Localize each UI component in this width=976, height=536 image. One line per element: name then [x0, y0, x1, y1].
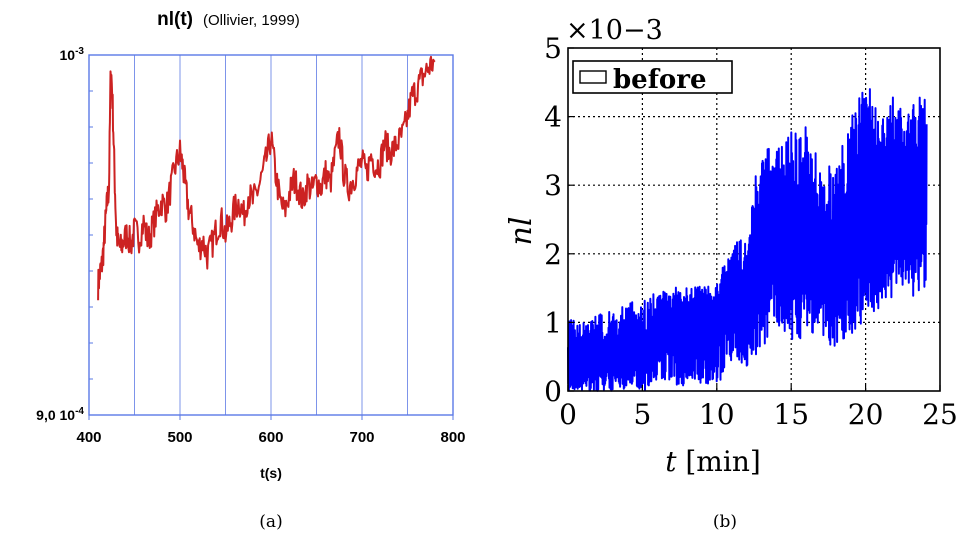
- chart-b-y-tick-label-2: 2: [544, 238, 562, 271]
- chart-a-y-tick-label-0: 10-3: [60, 46, 85, 63]
- chart-b-plot-frame: [567, 47, 941, 392]
- chart-b: 0 5 10 15 20 25 0 1 2 3 4 5 ×10−3 before nl t [min…: [504, 15, 958, 532]
- chart-b-x-tick-label-1: 5: [633, 398, 651, 431]
- chart-b-x-tick-label-5: 25: [922, 398, 958, 431]
- chart-a-x-axis-label: t(s): [260, 465, 282, 481]
- chart-b-y-axis: 0 1 2 3 4 5: [544, 32, 574, 408]
- chart-b-y-axis-label: nl: [504, 217, 539, 246]
- chart-a-subtitle: (Ollivier, 1999): [203, 12, 300, 29]
- chart-a-title: nl(t): [157, 9, 193, 30]
- chart-a-gridlines: [134, 55, 408, 415]
- chart-b-legend-label: before: [613, 65, 707, 95]
- chart-a-caption: (a): [259, 512, 282, 532]
- chart-b-x-axis: 0 5 10 15 20 25: [559, 385, 958, 431]
- chart-b-y-tick-label-0: 0: [544, 375, 562, 408]
- chart-b-y-tick-label-3: 3: [544, 169, 562, 202]
- chart-a-x-tick-label-4: 800: [440, 429, 465, 446]
- chart-b-x-tick-label-3: 15: [773, 398, 809, 431]
- chart-b-y-tick-label-1: 1: [544, 306, 562, 339]
- chart-b-y-tick-label-5: 5: [544, 32, 562, 65]
- chart-b-x-tick-label-2: 10: [699, 398, 735, 431]
- chart-a-x-tick-label-0: 400: [76, 429, 101, 446]
- chart-a: nl(t) (Ollivier, 1999) 400 500 600 700 800 1…: [36, 9, 465, 532]
- chart-b-x-axis-label: t [min]: [665, 445, 761, 478]
- chart-a-x-axis: 400 500 600 700 800: [76, 415, 466, 446]
- chart-b-x-tick-label-4: 20: [848, 398, 884, 431]
- chart-a-x-tick-label-3: 700: [349, 429, 374, 446]
- chart-b-legend: before: [572, 60, 733, 95]
- chart-b-x-tick-label-0: 0: [559, 398, 577, 431]
- chart-b-y-tick-label-4: 4: [544, 101, 562, 134]
- chart-b-legend-box: [572, 60, 733, 94]
- chart-b-legend-swatch: [579, 70, 607, 84]
- chart-a-x-tick-label-1: 500: [167, 429, 192, 446]
- chart-b-y-multiplier: ×10−3: [566, 15, 663, 46]
- chart-b-series-line: [567, 88, 928, 392]
- chart-a-x-tick-label-2: 600: [258, 429, 283, 446]
- chart-a-y-axis: 10-3 9,0 10-4: [36, 46, 93, 423]
- chart-a-series-line: [97, 55, 436, 301]
- chart-b-caption: (b): [713, 512, 737, 532]
- chart-a-y-tick-label-1: 9,0 10-4: [36, 406, 84, 423]
